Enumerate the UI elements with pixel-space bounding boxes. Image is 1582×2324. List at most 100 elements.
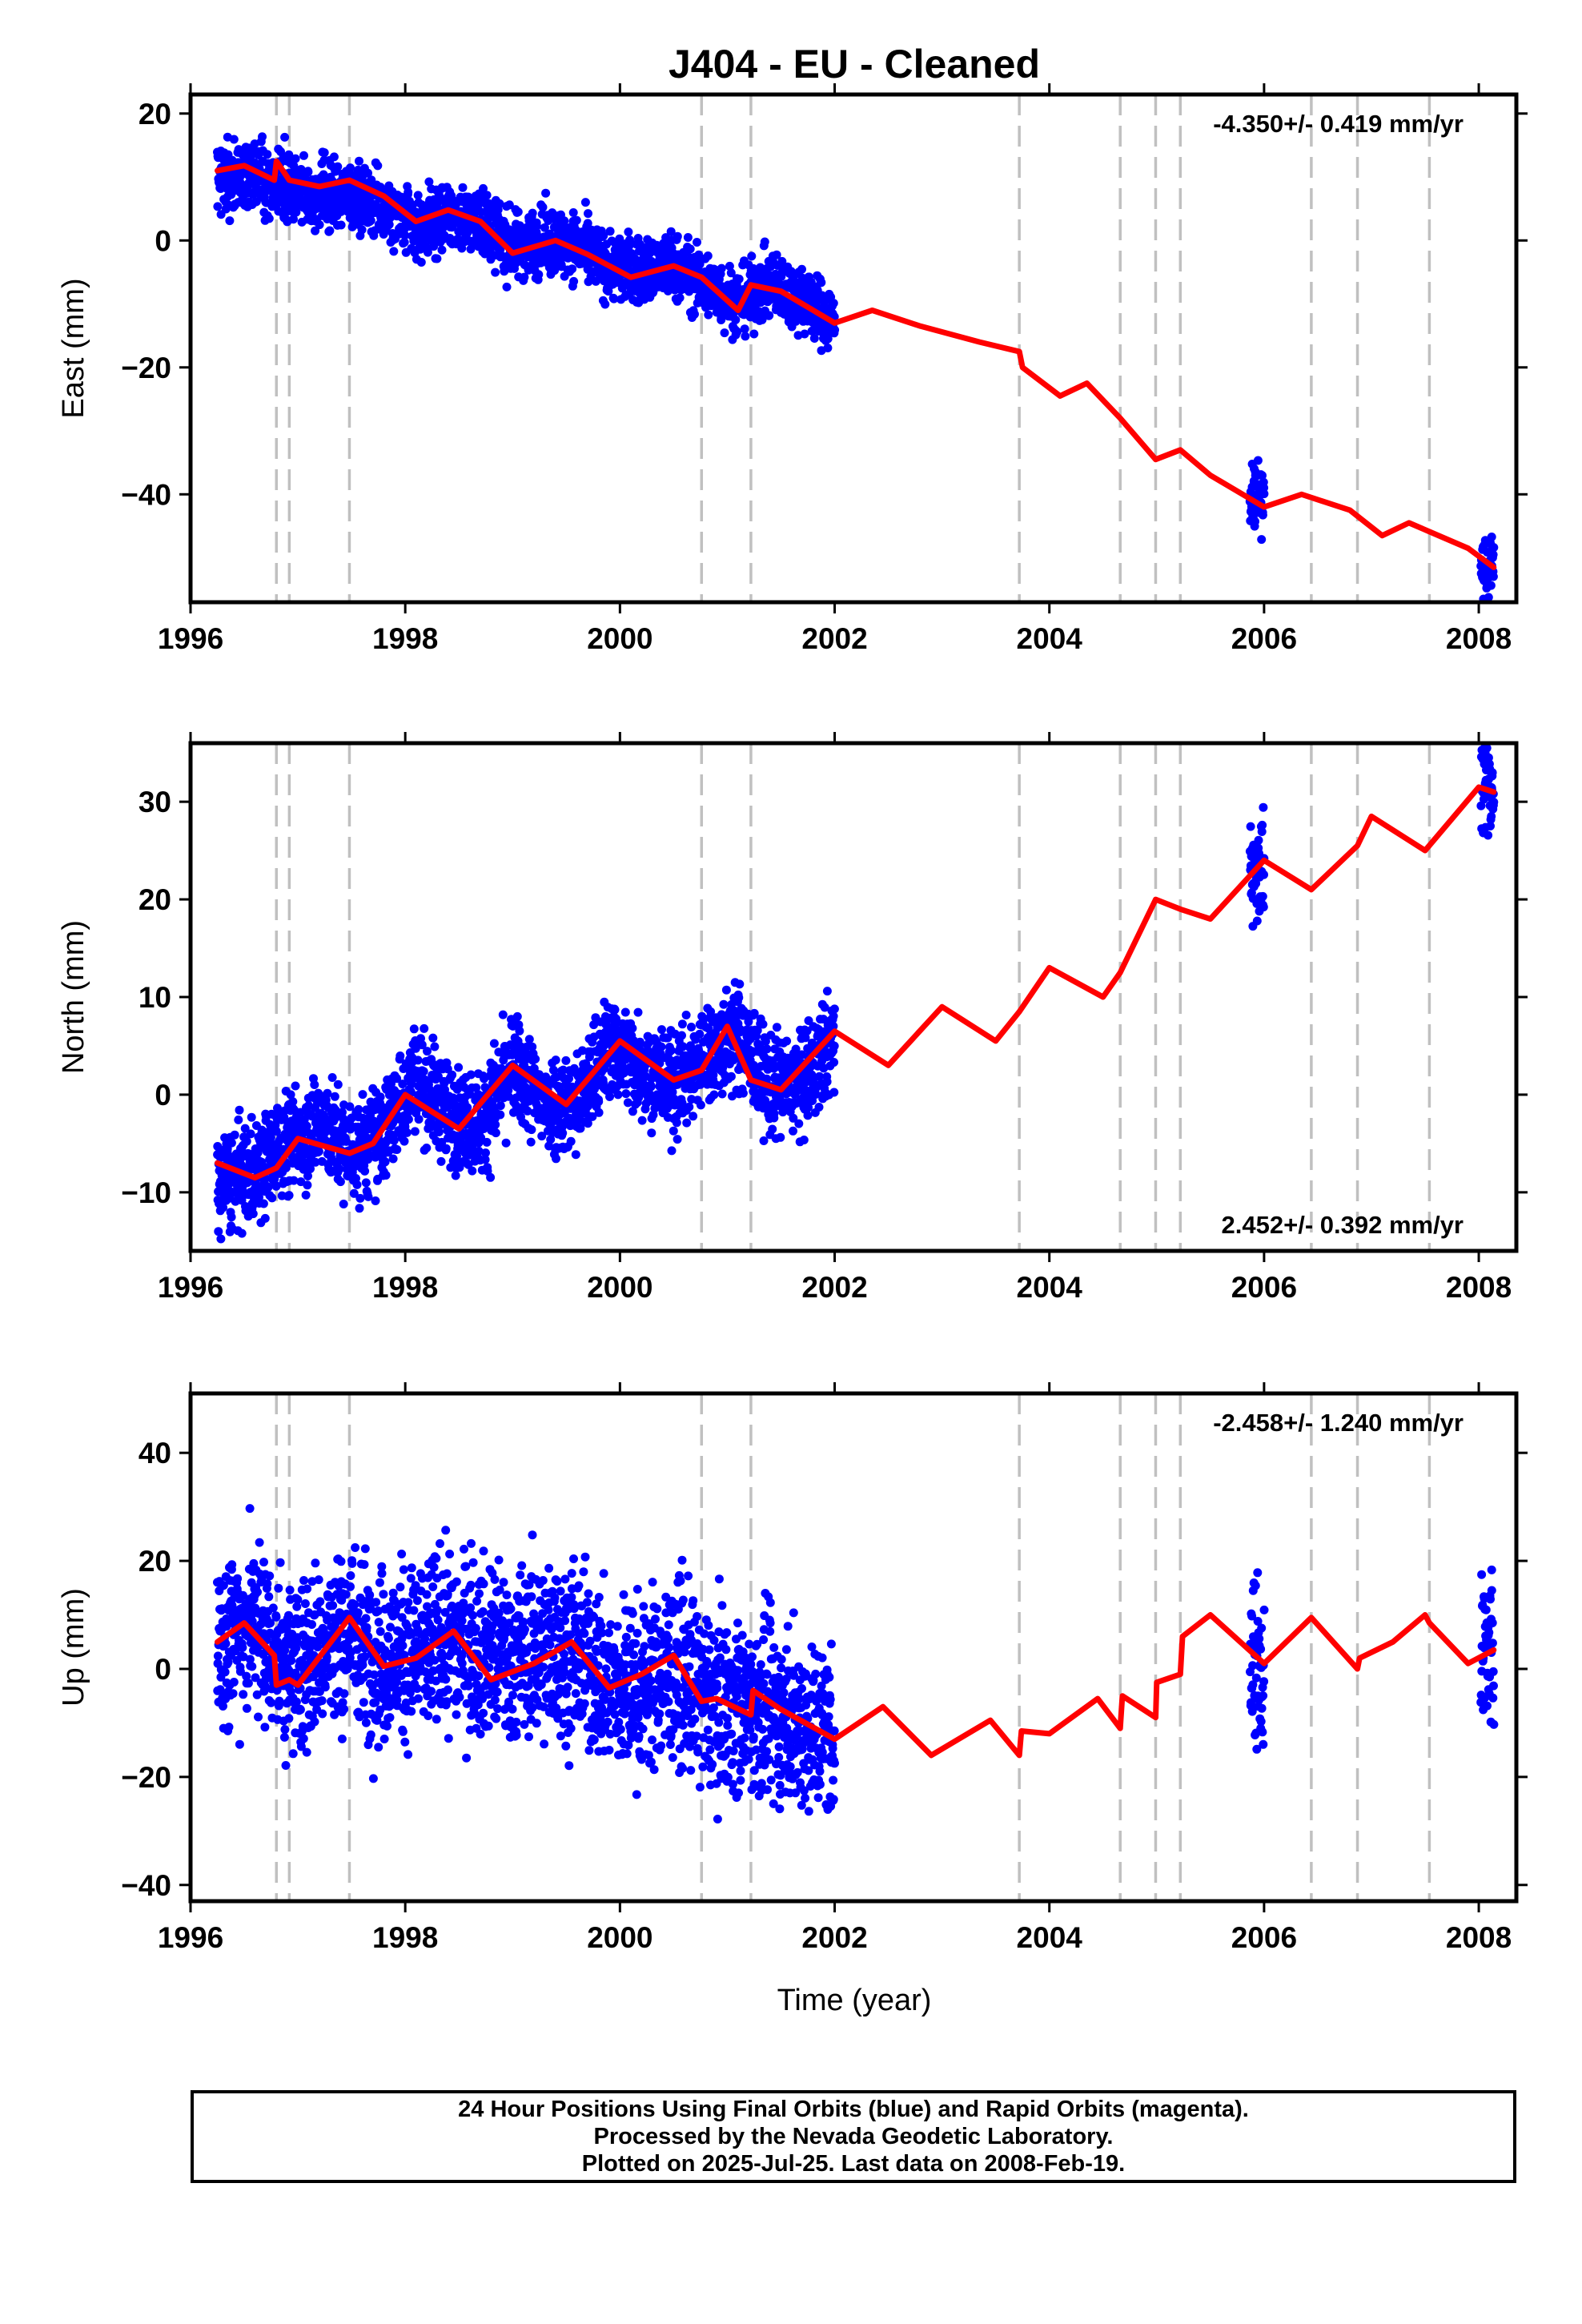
data-point (759, 1136, 769, 1145)
data-point (230, 1130, 239, 1140)
data-point (610, 1005, 620, 1015)
data-point (1487, 811, 1496, 821)
data-point (1259, 489, 1269, 499)
data-point (213, 1651, 223, 1661)
data-point (404, 1115, 413, 1124)
data-point (695, 1029, 705, 1039)
y-tick-label: 0 (155, 224, 171, 257)
data-point (797, 264, 806, 274)
data-point (524, 265, 533, 275)
data-point (428, 1033, 438, 1043)
data-point (289, 215, 298, 224)
data-point (248, 1209, 258, 1219)
data-point (482, 191, 492, 200)
data-point (569, 276, 579, 286)
data-point (677, 1031, 686, 1040)
data-point (814, 1103, 824, 1112)
data-point (571, 1150, 580, 1160)
data-point (647, 1128, 656, 1138)
data-point (422, 1144, 432, 1152)
data-point (354, 1104, 363, 1114)
data-point (496, 1101, 505, 1111)
data-point (583, 219, 592, 228)
data-point (416, 258, 426, 267)
data-point (234, 1115, 243, 1124)
data-point (605, 227, 615, 236)
data-point (373, 161, 383, 171)
data-point (504, 200, 514, 210)
x-tick-label: 2008 (1446, 1271, 1512, 1304)
data-point (491, 267, 500, 277)
data-point (538, 203, 548, 212)
data-point (264, 214, 274, 223)
data-point (677, 1019, 687, 1029)
data-point (339, 1200, 348, 1208)
data-point (357, 225, 367, 235)
data-point (726, 1072, 736, 1081)
data-point (291, 154, 300, 163)
data-point (762, 1044, 772, 1054)
data-point (246, 1129, 255, 1139)
data-point (258, 132, 267, 142)
data-point (468, 1166, 477, 1176)
data-point (375, 1092, 385, 1102)
data-point (717, 1089, 727, 1099)
data-point (624, 227, 633, 237)
data-point (414, 1115, 424, 1124)
data-point (749, 329, 759, 339)
data-point (363, 168, 372, 178)
data-point (301, 1190, 311, 1200)
data-point (352, 1180, 362, 1189)
data-point (817, 278, 826, 287)
data-point (333, 162, 343, 171)
data-point (669, 1126, 678, 1136)
data-point (502, 282, 512, 292)
data-point (319, 148, 329, 158)
data-point (733, 327, 742, 336)
data-point (491, 1120, 500, 1129)
data-point (325, 226, 335, 235)
data-point (515, 1026, 524, 1035)
data-point (760, 237, 769, 247)
data-point (765, 311, 774, 320)
data-point (685, 1102, 694, 1112)
data-point (355, 1204, 364, 1213)
data-point (568, 264, 577, 274)
panel-north: 1996 1998 2000 2002 2004 2006 20083020100−10No… (57, 732, 1528, 1304)
data-point (323, 1088, 332, 1098)
panel-east: 1996 1998 2000 2002 2004 2006 2008200−20−40Eas… (57, 83, 1528, 655)
x-tick-label: 1996 (158, 622, 223, 655)
data-point (311, 226, 320, 235)
data-point (432, 254, 442, 263)
data-point (299, 151, 308, 160)
data-point (520, 272, 529, 282)
data-point (335, 1177, 345, 1187)
data-point (735, 979, 745, 989)
data-point (482, 1137, 492, 1147)
data-point (423, 1047, 432, 1056)
rate-annotation: 2.452+/- 0.392 mm/yr (1222, 1211, 1464, 1239)
data-point (527, 1125, 536, 1135)
data-point (782, 1036, 792, 1046)
data-point (673, 1135, 682, 1144)
x-tick-label: 1998 (372, 622, 438, 655)
data-point (799, 1136, 809, 1144)
data-point (413, 191, 423, 200)
data-point (528, 208, 537, 218)
data-point (689, 1112, 698, 1121)
data-point (829, 1041, 839, 1051)
data-point (361, 1178, 371, 1188)
data-point (524, 1035, 534, 1044)
data-point (384, 219, 394, 229)
data-point (380, 1157, 390, 1167)
data-point (822, 1077, 832, 1087)
data-point (568, 208, 578, 217)
data-point (672, 1118, 681, 1128)
data-point (829, 1058, 839, 1067)
data-point (693, 238, 701, 247)
data-point (1253, 456, 1263, 465)
data-point (404, 187, 413, 197)
data-point (561, 1055, 571, 1065)
data-point (687, 1023, 696, 1031)
